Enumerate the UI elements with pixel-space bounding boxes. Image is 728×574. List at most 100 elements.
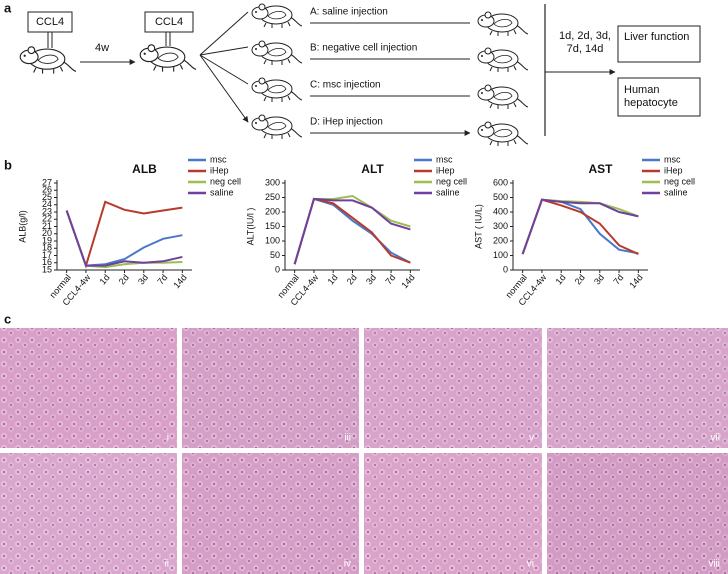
x-tick-label: 7d <box>155 272 169 286</box>
y-tick-label: 250 <box>265 192 280 202</box>
histology-image <box>364 328 542 448</box>
mouse-icon <box>251 77 302 102</box>
legend-label: iHep <box>436 165 455 175</box>
series-line <box>65 210 183 267</box>
histology-image <box>547 328 728 448</box>
panel-index: v <box>529 433 534 444</box>
outcome: Liver function <box>624 31 690 43</box>
duration-label: 4w <box>95 42 109 54</box>
y-tick-label: 100 <box>493 250 508 260</box>
timepoints: 1d, 2d, 3d, 7d, 14d <box>559 30 611 55</box>
panel-index: iii <box>344 433 351 444</box>
panel-index: iv <box>344 559 351 570</box>
histology-image <box>0 328 177 448</box>
x-tick-label: 2d <box>117 272 131 286</box>
y-tick-label: 200 <box>265 206 280 216</box>
schematic <box>27 4 701 136</box>
histology-image <box>547 453 728 574</box>
mouse-icon <box>251 3 302 28</box>
y-tick-label: 300 <box>265 177 280 187</box>
y-tick-label: 400 <box>493 206 508 216</box>
mouse-icon <box>251 114 302 139</box>
histology-image <box>182 328 359 448</box>
y-tick-label: 200 <box>493 235 508 245</box>
mouse-icon <box>477 11 528 36</box>
legend-label: saline <box>210 187 234 197</box>
y-tick-label: 600 <box>493 177 508 187</box>
y-tick-label: 22 <box>42 214 52 224</box>
y-tick-label: 0 <box>275 264 280 274</box>
y-tick-label: 19 <box>42 235 52 245</box>
histology-image <box>182 453 359 574</box>
chart-title: AST <box>589 162 614 176</box>
y-tick-label: 26 <box>42 185 52 195</box>
panel-index: vii <box>711 433 720 444</box>
series-line <box>293 197 411 265</box>
legend-label: saline <box>436 187 460 197</box>
histology-image <box>364 453 542 574</box>
mouse-icon <box>139 44 196 72</box>
panel-index: ii <box>165 559 169 570</box>
series-line <box>521 198 639 255</box>
x-tick-label: 14d <box>171 272 188 290</box>
x-tick-label: 1d <box>553 272 567 286</box>
y-axis-label: AST ( IU/L) <box>473 204 483 249</box>
legend-label: saline <box>664 187 688 197</box>
panel-label: a <box>4 0 12 15</box>
legend-label: neg cell <box>664 176 695 186</box>
y-tick-label: 0 <box>503 264 508 274</box>
x-tick-label: 2d <box>345 272 359 286</box>
mouse-icon <box>19 46 76 74</box>
group-label: D: iHep injection <box>310 117 383 128</box>
y-tick-label: 21 <box>42 221 52 231</box>
outcome: Human hepatocyte <box>624 84 678 109</box>
y-tick-label: 18 <box>42 243 52 253</box>
chart-title: ALB <box>132 162 157 176</box>
x-tick-label: 3d <box>364 272 378 286</box>
y-tick-label: 15 <box>42 264 52 274</box>
legend-label: iHep <box>210 165 229 175</box>
mouse-icon <box>477 84 528 109</box>
x-tick-label: 2d <box>573 272 587 286</box>
y-axis-label: ALT(IU/l ) <box>245 208 255 246</box>
y-tick-label: 17 <box>42 250 52 260</box>
x-tick-label: 7d <box>383 272 397 286</box>
x-tick-label: 3d <box>592 272 606 286</box>
y-tick-label: 16 <box>42 257 52 267</box>
y-tick-label: 500 <box>493 192 508 202</box>
mouse-icon <box>477 121 528 146</box>
y-tick-label: 20 <box>42 228 52 238</box>
box-label: CCL4 <box>155 16 183 28</box>
x-tick-label: 7d <box>611 272 625 286</box>
legend-label: iHep <box>664 165 683 175</box>
y-tick-label: 150 <box>265 221 280 231</box>
x-tick-label: 14d <box>627 272 644 290</box>
x-tick-label: 3d <box>136 272 150 286</box>
histology-image <box>0 453 177 574</box>
y-tick-label: 50 <box>270 250 280 260</box>
chart-title: ALT <box>361 162 384 176</box>
legend-label: msc <box>664 154 681 164</box>
legend-label: neg cell <box>436 176 467 186</box>
panel-label: b <box>4 157 12 172</box>
y-tick-label: 300 <box>493 221 508 231</box>
group-label: A: saline injection <box>310 7 388 18</box>
group-label: B: negative cell injection <box>310 43 417 54</box>
x-tick-label: 1d <box>97 272 111 286</box>
y-tick-label: 25 <box>42 192 52 202</box>
y-tick-label: 100 <box>265 235 280 245</box>
mouse-icon <box>251 40 302 65</box>
y-axis-label: ALB(g/l) <box>17 210 27 243</box>
series-line <box>65 200 183 269</box>
y-tick-label: 27 <box>42 177 52 187</box>
y-tick-label: 24 <box>42 199 52 209</box>
panel-index: i <box>167 433 169 444</box>
mouse-icon <box>477 47 528 72</box>
group-label: C: msc injection <box>310 80 381 91</box>
panel-label: c <box>4 311 11 326</box>
panel-index: vi <box>527 559 534 570</box>
legend-label: msc <box>210 154 227 164</box>
panel-index: viii <box>708 559 720 570</box>
